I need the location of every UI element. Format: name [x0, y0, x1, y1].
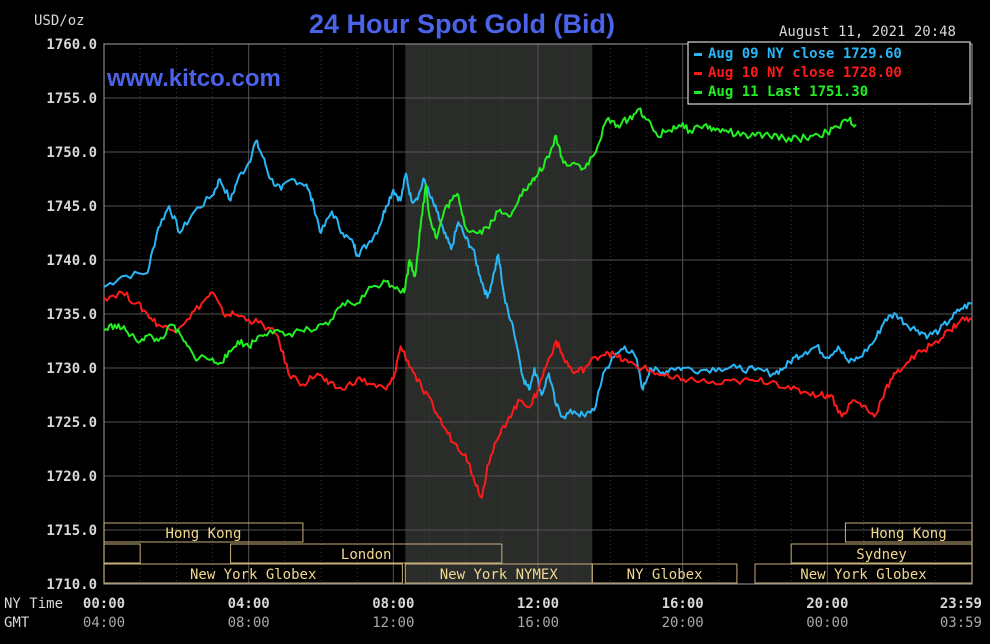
chart-title: 24 Hour Spot Gold (Bid): [309, 9, 615, 39]
legend: Aug 09 NY close 1729.60 Aug 10 NY close 1…: [687, 41, 971, 105]
chart-timestamp: August 11, 2021 20:48: [779, 24, 956, 40]
series-line-2: [103, 290, 973, 499]
y-tick-label: 1720.0: [46, 469, 97, 485]
x-tick-label-gmt: 00:00: [806, 615, 848, 631]
legend-swatch: [694, 91, 702, 94]
session-label: Hong Kong: [871, 526, 947, 542]
session-label: New York NYMEX: [440, 567, 559, 583]
session-box: Hong Kong: [844, 522, 973, 543]
session-box-outline: [790, 543, 973, 564]
x-axis-tick-labels: 00:00 04:00 04:00 08:00 08:00 12:00 12:00 16:00…: [83, 596, 982, 631]
y-tick-label: 1750.0: [46, 145, 97, 161]
session-box: [103, 543, 141, 564]
session-label: London: [341, 547, 392, 563]
legend-swatch: [694, 53, 702, 56]
x-tick-label-gmt: 03:59: [940, 615, 982, 631]
plot-frame: [103, 43, 973, 585]
session-label: New York Globex: [800, 567, 926, 583]
kitco-watermark: www.kitco.com: [106, 65, 281, 92]
legend-entry: Aug 10 NY close 1728.00: [708, 65, 902, 81]
legend-swatch: [694, 72, 702, 75]
gmt-row-label: GMT: [4, 615, 30, 631]
x-tick-label-ny: 23:59: [940, 596, 982, 612]
session-box: NY Globex: [591, 563, 738, 584]
x-tick-label-ny: 04:00: [228, 596, 270, 612]
y-tick-label: 1715.0: [46, 523, 97, 539]
x-tick-label-ny: 08:00: [372, 596, 414, 612]
session-box: New York Globex: [103, 563, 403, 584]
session-box-outline: [103, 543, 141, 564]
y-tick-label: 1740.0: [46, 253, 97, 269]
session-box: Hong Kong: [103, 522, 304, 543]
session-box-outline: [754, 563, 973, 584]
x-tick-label-gmt: 12:00: [372, 615, 414, 631]
x-tick-label-ny: 12:00: [517, 596, 559, 612]
session-box: Sydney: [790, 543, 973, 564]
session-box-outline: [230, 543, 503, 564]
y-axis-units: USD/oz: [34, 13, 85, 29]
session-box-outline: [591, 563, 738, 584]
x-tick-label-ny: 16:00: [662, 596, 704, 612]
session-box-outline: [844, 522, 973, 543]
series-line-1: [103, 139, 973, 420]
legend-entry: Aug 09 NY close 1729.60: [708, 46, 902, 62]
session-label: NY Globex: [627, 567, 703, 583]
x-tick-label-gmt: 20:00: [662, 615, 704, 631]
x-tick-label-ny: 00:00: [83, 596, 125, 612]
x-tick-label-gmt: 16:00: [517, 615, 559, 631]
y-tick-label: 1735.0: [46, 307, 97, 323]
y-tick-label: 1725.0: [46, 415, 97, 431]
series-layer: [103, 107, 973, 499]
y-axis-tick-labels: 1710.0 1715.0 1720.0 1725.0 1730.0 1735.0 1740…: [46, 37, 97, 593]
y-tick-label: 1760.0: [46, 37, 97, 53]
legend-entry: Aug 11 Last 1751.30: [708, 84, 868, 100]
session-label: Hong Kong: [166, 526, 242, 542]
y-tick-label: 1755.0: [46, 91, 97, 107]
ny-time-row-label: NY Time: [4, 596, 63, 612]
series-line-3: [103, 107, 857, 366]
session-box: New York Globex: [754, 563, 973, 584]
legend-box: [687, 41, 971, 105]
y-tick-label: 1745.0: [46, 199, 97, 215]
session-box-outline: [103, 522, 304, 543]
session-label: New York Globex: [190, 567, 316, 583]
session-box-outline: [103, 563, 403, 584]
x-tick-label-ny: 20:00: [806, 596, 848, 612]
x-tick-label-gmt: 04:00: [83, 615, 125, 631]
session-box: London: [230, 543, 503, 564]
x-tick-label-gmt: 08:00: [228, 615, 270, 631]
trading-sessions-layer: Hong Kong London New York Globex New York N…: [103, 522, 973, 584]
session-label: Sydney: [856, 547, 907, 563]
y-tick-label: 1710.0: [46, 577, 97, 593]
y-tick-label: 1730.0: [46, 361, 97, 377]
